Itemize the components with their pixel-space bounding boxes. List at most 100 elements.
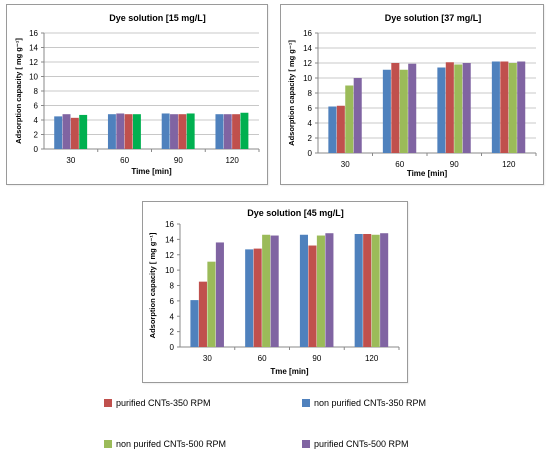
bar — [190, 300, 199, 347]
bar — [232, 114, 241, 149]
legend-swatch — [104, 440, 112, 448]
y-tick-label: 4 — [34, 116, 39, 125]
y-tick-label: 0 — [170, 343, 175, 352]
bar — [70, 117, 79, 149]
x-tick-label: 120 — [365, 354, 379, 363]
x-axis-label: Time [min] — [407, 169, 448, 178]
y-tick-label: 0 — [308, 149, 313, 158]
chart-title: Dye solution [37 mg/L] — [385, 13, 482, 23]
y-tick-label: 8 — [308, 89, 313, 98]
bar — [445, 62, 454, 153]
y-tick-label: 14 — [303, 44, 312, 53]
bar — [79, 114, 88, 149]
bar — [245, 249, 254, 347]
y-tick-label: 2 — [308, 134, 313, 143]
y-tick-label: 14 — [165, 235, 174, 244]
chart-title: Dye solution [15 mg/L] — [109, 13, 206, 23]
bar — [161, 113, 170, 149]
bar — [178, 114, 187, 149]
bar — [462, 63, 471, 153]
bar — [215, 114, 224, 149]
x-tick-label: 30 — [341, 160, 350, 169]
y-tick-label: 6 — [170, 297, 175, 306]
chart-panel-15mg: 0 2 4 6 8 10 12 14 16 30 60 90 120 Dye solution [15 m… — [6, 4, 268, 185]
chart-45mg: 0 2 4 6 8 10 12 14 16 30 60 90 120 Dye solution [45 m… — [148, 208, 400, 376]
bar — [500, 61, 509, 153]
bar — [299, 234, 308, 347]
x-tick-label: 30 — [203, 354, 212, 363]
y-tick-label: 10 — [29, 73, 38, 82]
bar — [240, 112, 249, 149]
chart-panel-45mg: 0 2 4 6 8 10 12 14 16 30 60 90 120 Dye solution [45 m… — [142, 201, 408, 383]
bar — [316, 235, 325, 347]
y-tick-label: 8 — [170, 282, 175, 291]
y-tick-label: 10 — [165, 266, 174, 275]
bar — [454, 64, 463, 153]
bar — [508, 63, 517, 153]
bar — [198, 281, 207, 347]
y-tick-label: 16 — [165, 220, 174, 229]
bar — [391, 63, 400, 153]
legend-swatch — [302, 399, 310, 407]
y-tick-label: 12 — [165, 251, 174, 260]
bar — [380, 233, 389, 347]
bar — [270, 235, 279, 347]
legend-label: purified CNTs-500 RPM — [314, 439, 409, 449]
bar — [328, 106, 337, 153]
y-tick-label: 6 — [34, 102, 39, 111]
bar — [170, 114, 178, 149]
bar — [437, 67, 446, 153]
x-tick-label: 30 — [66, 156, 75, 165]
bar — [186, 113, 195, 149]
y-tick-label: 12 — [303, 59, 312, 68]
legend-label: non purified CNTs-350 RPM — [314, 398, 427, 408]
y-tick-label: 2 — [34, 131, 39, 140]
x-axis-label: Tme [min] — [270, 367, 309, 376]
legend-item-nonpurified-350: non purified CNTs-350 RPM — [302, 398, 426, 408]
legend-label: purified CNTs-350 RPM — [116, 398, 211, 408]
y-tick-label: 14 — [29, 44, 38, 53]
x-axis-label: Time [min] — [131, 167, 172, 176]
bar — [308, 245, 317, 347]
bar — [336, 105, 345, 153]
legend-item-purified-350: purified CNTs-350 RPM — [104, 398, 211, 408]
bar — [124, 114, 133, 149]
legend-item-purified-500: purified CNTs-500 RPM — [302, 439, 409, 449]
bar — [408, 63, 417, 153]
x-tick-label: 90 — [450, 160, 459, 169]
y-axis-label: Adsorption capacity [ mg g⁻¹] — [148, 232, 157, 338]
y-tick-label: 4 — [308, 119, 313, 128]
y-tick-label: 8 — [34, 87, 39, 96]
bar — [354, 233, 363, 347]
bar — [223, 114, 232, 149]
bar — [325, 233, 334, 347]
chart-title: Dye solution [45 mg/L] — [247, 208, 344, 218]
chart-15mg: 0 2 4 6 8 10 12 14 16 30 60 90 120 Dye solution [15 m… — [14, 13, 260, 176]
bar — [345, 85, 354, 153]
bar — [207, 261, 216, 347]
y-axis-label: Adsorption capacity [ mg g⁻¹] — [287, 40, 296, 146]
bar — [371, 234, 380, 347]
legend-label: non purifed CNTs-500 RPM — [116, 439, 227, 449]
x-tick-label: 120 — [502, 160, 516, 169]
y-tick-label: 0 — [34, 145, 39, 154]
y-tick-label: 16 — [303, 29, 312, 38]
y-tick-label: 12 — [29, 58, 38, 67]
y-tick-label: 4 — [170, 312, 175, 321]
bar — [517, 61, 526, 153]
x-tick-label: 60 — [120, 156, 129, 165]
bar — [215, 242, 224, 347]
bar — [262, 234, 271, 347]
x-tick-label: 90 — [174, 156, 183, 165]
bar — [107, 114, 116, 149]
y-tick-label: 10 — [303, 74, 312, 83]
bar — [353, 78, 362, 153]
legend-swatch — [302, 440, 310, 448]
bar — [116, 113, 125, 149]
bar — [491, 61, 500, 153]
y-tick-label: 6 — [308, 104, 313, 113]
y-tick-label: 16 — [29, 29, 38, 38]
legend-swatch — [104, 399, 112, 407]
x-tick-label: 60 — [258, 354, 267, 363]
chart-37mg: 0 2 4 6 8 10 12 14 16 30 60 90 120 Dye solution [37 m… — [287, 13, 537, 178]
